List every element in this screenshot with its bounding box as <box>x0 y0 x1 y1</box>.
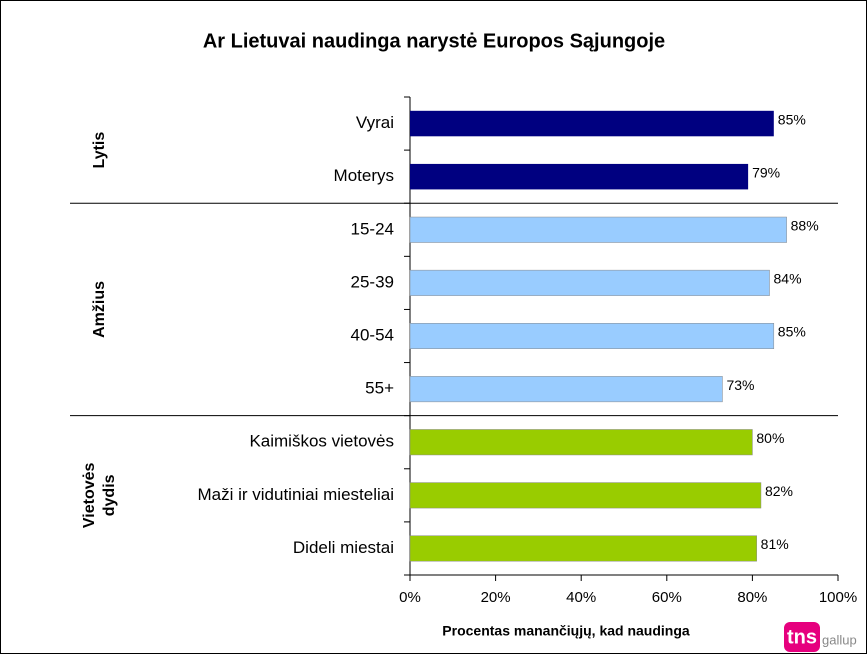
y-tick-label: Dideli miestai <box>293 538 394 557</box>
bar <box>409 482 762 509</box>
group-label: Vietovės <box>81 462 98 528</box>
y-tick-label: Maži ir vidutiniai miesteliai <box>197 485 394 504</box>
value-label: 79% <box>752 164 780 180</box>
bar <box>409 429 753 456</box>
bar <box>409 376 723 403</box>
x-tick-label: 80% <box>737 589 767 606</box>
group-label: dydis <box>101 474 118 516</box>
bar <box>409 323 775 349</box>
x-tick-label: 0% <box>399 589 421 606</box>
y-tick-label: 15-24 <box>351 219 394 238</box>
chart-title: Ar Lietuvai naudinga narystė Europos Sąj… <box>203 30 665 52</box>
y-tick-label: Vyrai <box>356 113 394 132</box>
x-tick-label: 60% <box>652 589 682 606</box>
logo-sub: gallup <box>822 632 857 647</box>
value-label: 85% <box>778 324 806 340</box>
logo-badge <box>784 622 820 652</box>
value-label: 85% <box>778 111 806 127</box>
bar <box>410 110 774 137</box>
value-label: 84% <box>774 271 802 287</box>
value-label: 80% <box>756 430 784 446</box>
bar <box>409 269 770 296</box>
y-tick-label: 25-39 <box>351 272 394 291</box>
y-tick-label: 40-54 <box>351 325 394 344</box>
value-label: 82% <box>765 483 793 499</box>
group-label: Lytis <box>91 132 108 169</box>
bar <box>410 163 749 190</box>
logo-brand: tns <box>787 626 817 648</box>
x-tick-label: 20% <box>481 589 511 606</box>
y-tick-label: Kaimiškos vietovės <box>249 432 394 451</box>
x-tick-label: 100% <box>819 589 857 606</box>
y-tick-label: 55+ <box>365 379 394 398</box>
value-label: 88% <box>791 217 819 233</box>
group-label: Amžius <box>91 281 108 338</box>
bar <box>409 535 757 562</box>
bar <box>409 216 787 243</box>
value-label: 73% <box>726 377 754 393</box>
x-tick-label: 40% <box>566 589 596 606</box>
value-label: 81% <box>761 536 789 552</box>
x-axis-title: Procentas manančiųjų, kad naudinga <box>442 623 690 639</box>
y-tick-label: Moterys <box>334 166 394 185</box>
